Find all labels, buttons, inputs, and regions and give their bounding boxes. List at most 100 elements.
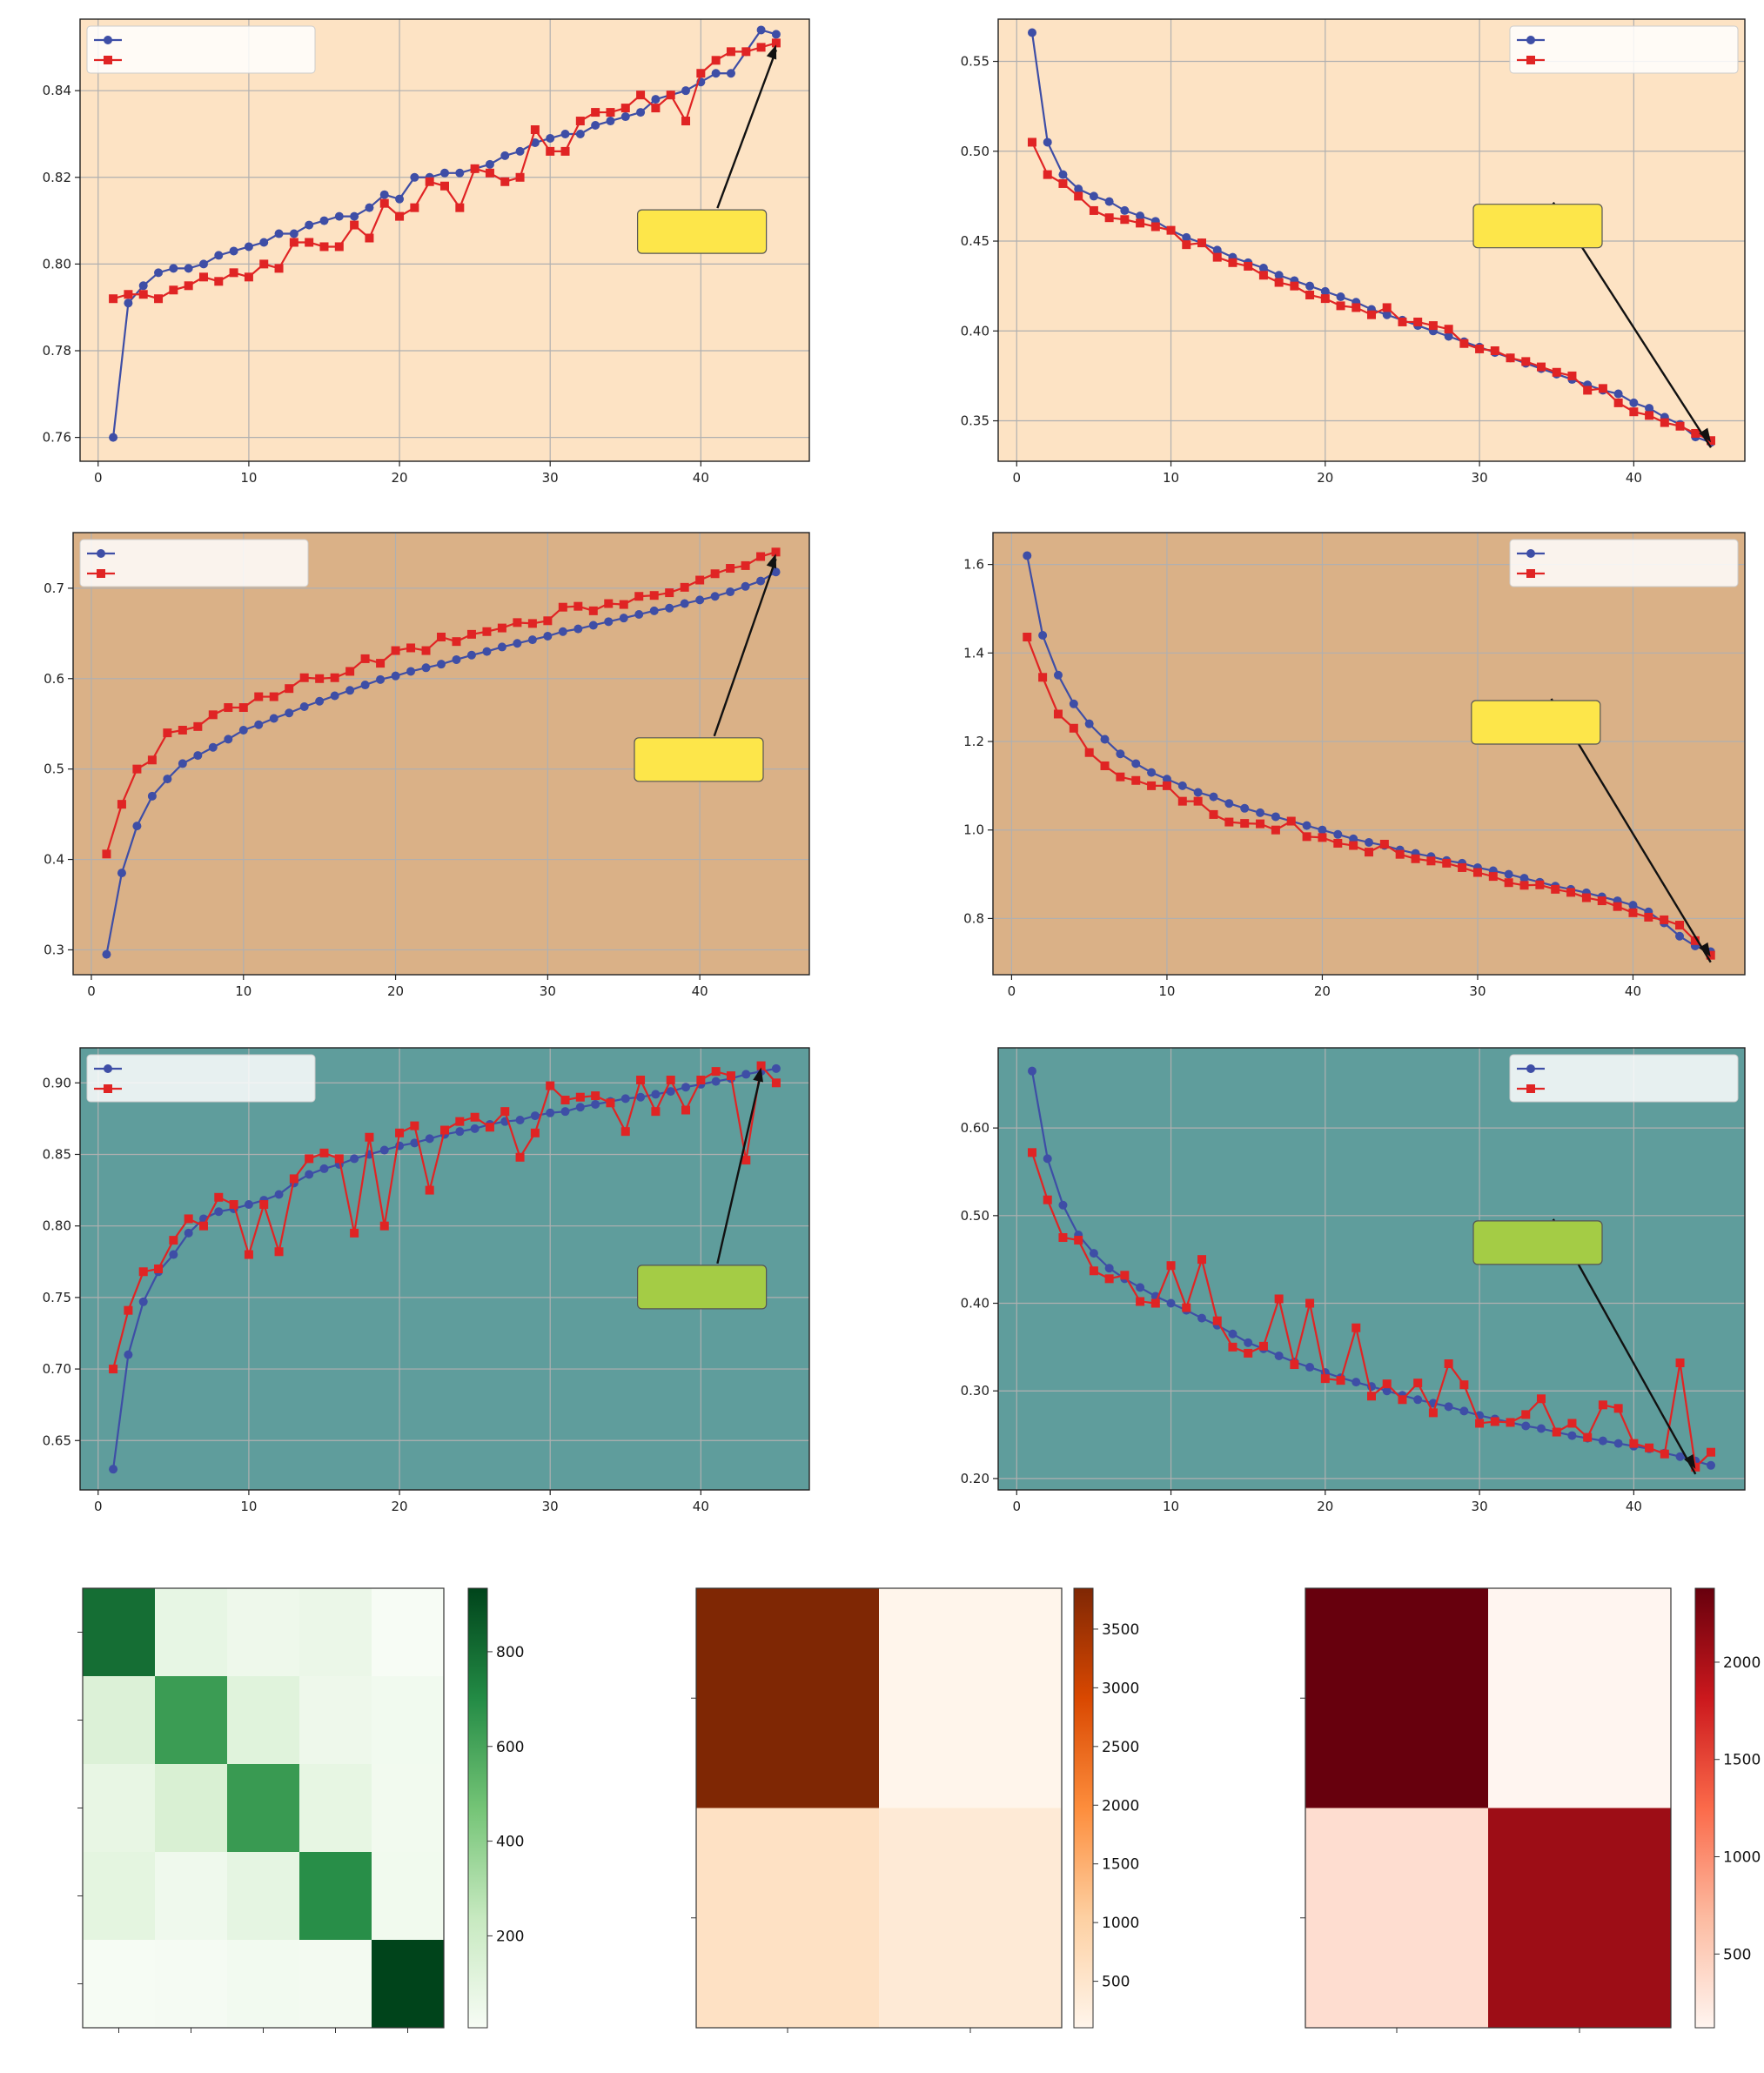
data-point	[410, 172, 419, 182]
data-point	[184, 281, 193, 291]
legend-marker	[104, 56, 112, 64]
data-point	[1382, 310, 1392, 319]
data-point	[208, 742, 218, 752]
data-point	[1598, 1436, 1607, 1446]
data-point	[193, 751, 203, 761]
data-point	[1023, 633, 1032, 642]
x-tick-label: 20	[392, 470, 408, 486]
y-tick-label: 0.7	[44, 580, 64, 596]
data-point	[1613, 1439, 1623, 1448]
legend-marker	[104, 1064, 112, 1073]
data-point	[1442, 858, 1452, 868]
data-point	[406, 643, 416, 653]
legend-box	[1509, 539, 1739, 587]
x-tick-label: 0	[1008, 983, 1016, 999]
data-point	[1038, 673, 1048, 682]
colorbar-tick-label: 500	[1102, 1974, 1130, 1991]
data-point	[1352, 303, 1361, 312]
annotation-arrowhead	[1699, 427, 1711, 443]
legend	[79, 539, 309, 587]
data-point	[1120, 215, 1130, 225]
data-point	[1104, 197, 1114, 206]
data-point	[379, 190, 389, 199]
data-point	[1193, 796, 1203, 806]
data-point	[334, 242, 344, 252]
data-point	[620, 104, 630, 113]
data-point	[560, 146, 570, 156]
data-point	[1644, 912, 1653, 922]
legend-box	[86, 25, 316, 74]
chart-hand-accuracy: 0 10 20 30 40 0.65 0.70 0.75 0.80 0.85 0.90	[43, 1047, 810, 1514]
data-point	[1182, 1303, 1191, 1312]
legend	[1509, 1054, 1739, 1103]
data-point	[1506, 1418, 1515, 1427]
data-point	[360, 681, 370, 690]
annotation-box	[634, 737, 764, 782]
data-point	[163, 775, 172, 784]
data-point	[1537, 1394, 1546, 1404]
data-point	[1166, 225, 1176, 235]
data-point	[1707, 1447, 1715, 1457]
colorbar-tick-label: 400	[496, 1834, 524, 1851]
data-point	[1120, 1271, 1130, 1280]
heatmap-frame	[695, 1587, 1063, 2029]
data-point	[1182, 232, 1191, 242]
heatmap-cell	[372, 1676, 445, 1765]
data-point	[259, 1200, 269, 1210]
data-point	[299, 673, 309, 682]
colorbar	[1694, 1587, 1715, 2029]
data-point	[500, 1107, 510, 1117]
y-tick-label: 0.80	[43, 256, 71, 272]
data-point	[1131, 775, 1141, 785]
data-point	[1274, 271, 1284, 280]
data-point	[485, 159, 494, 169]
data-point	[1551, 884, 1560, 894]
x-tick-label: 10	[240, 1499, 257, 1514]
data-point	[1271, 825, 1280, 835]
data-point	[651, 1107, 661, 1117]
data-point	[285, 684, 294, 694]
data-point	[1166, 1298, 1176, 1308]
confusion-matrix-hand: 500 1000 1500 2000	[1300, 1587, 1761, 2033]
data-point	[124, 1350, 133, 1359]
x-tick-label: 40	[1625, 983, 1641, 999]
data-point	[513, 618, 522, 627]
x-tick-label: 40	[692, 983, 708, 999]
data-point	[379, 198, 389, 208]
data-point	[756, 552, 766, 561]
plot-area	[998, 19, 1745, 461]
x-tick-label: 10	[240, 470, 257, 486]
data-point	[178, 725, 187, 735]
data-point	[546, 133, 555, 143]
data-point	[1116, 749, 1125, 759]
data-point	[771, 1078, 781, 1088]
data-point	[1629, 1439, 1639, 1448]
axes-frame	[72, 532, 810, 976]
data-point	[575, 129, 585, 138]
data-point	[410, 203, 419, 212]
data-point	[1147, 768, 1157, 777]
data-point	[1413, 1379, 1423, 1388]
annotation-arrow	[716, 1072, 762, 1265]
data-point	[1069, 723, 1078, 733]
legend-marker	[97, 549, 105, 558]
data-point	[1320, 286, 1330, 296]
colorbar-tick-label: 200	[496, 1928, 524, 1945]
data-point	[330, 691, 339, 701]
x-tick-label: 30	[540, 983, 556, 999]
data-point	[224, 703, 233, 713]
data-point	[1691, 1462, 1700, 1472]
legend-marker	[1526, 549, 1535, 558]
data-point	[1504, 878, 1513, 888]
data-point	[466, 650, 476, 660]
data-point	[530, 1128, 540, 1137]
data-point	[513, 639, 522, 648]
y-tick-label: 0.78	[43, 343, 71, 359]
data-point	[573, 624, 583, 634]
data-point	[350, 220, 359, 230]
data-point	[771, 547, 781, 557]
legend-marker	[1526, 36, 1535, 44]
x-tick-label: 20	[1314, 983, 1331, 999]
data-point	[376, 674, 386, 684]
data-point	[305, 1170, 314, 1179]
